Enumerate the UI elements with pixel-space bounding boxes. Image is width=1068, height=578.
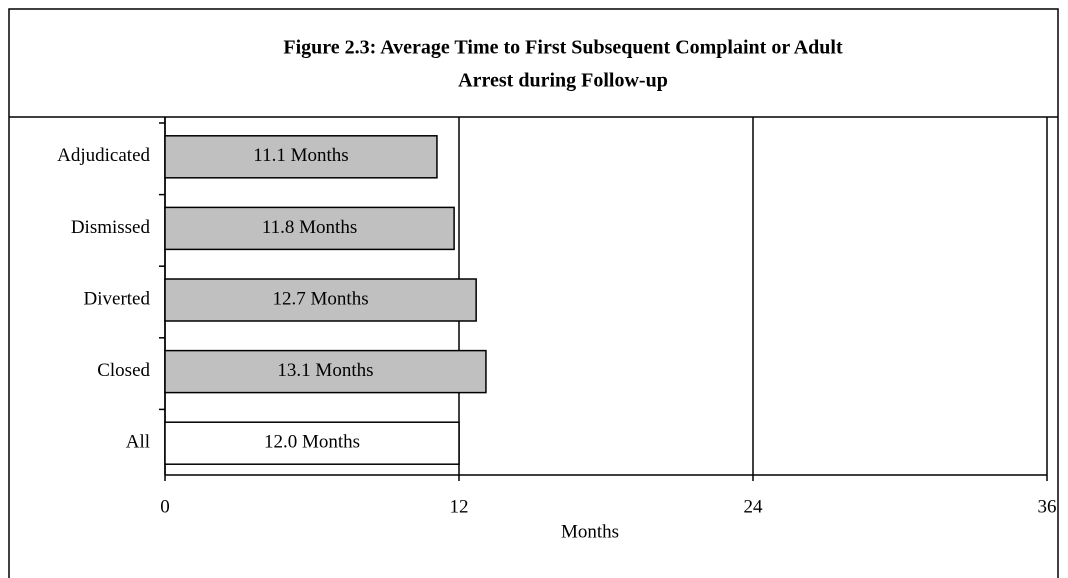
x-tick-label: 36 <box>1038 496 1057 517</box>
bar <box>164 349 487 394</box>
x-tick-label: 0 <box>160 496 170 517</box>
value-label: 11.8 Months <box>262 217 357 238</box>
value-label: 12.7 Months <box>273 288 369 309</box>
chart-title: Arrest during Follow-up <box>458 70 668 92</box>
frame <box>8 8 1059 578</box>
y-tick-label: Adjudicated <box>57 145 150 166</box>
x-tick-label: 24 <box>744 496 764 517</box>
bar <box>164 421 460 465</box>
y-tick-label: Diverted <box>84 288 151 309</box>
chart-title: Figure 2.3: Average Time to First Subseq… <box>283 37 843 59</box>
value-label: 12.0 Months <box>264 432 360 453</box>
value-label: 13.1 Months <box>277 360 373 381</box>
bar <box>164 135 438 179</box>
y-tick-label: All <box>126 432 150 453</box>
bar <box>164 206 455 251</box>
y-tick-label: Closed <box>97 360 150 381</box>
value-label: 11.1 Months <box>253 145 348 166</box>
x-tick-label: 12 <box>450 496 469 517</box>
y-tick-label: Dismissed <box>71 217 151 238</box>
bar <box>164 278 477 322</box>
x-axis-label: Months <box>561 521 619 542</box>
